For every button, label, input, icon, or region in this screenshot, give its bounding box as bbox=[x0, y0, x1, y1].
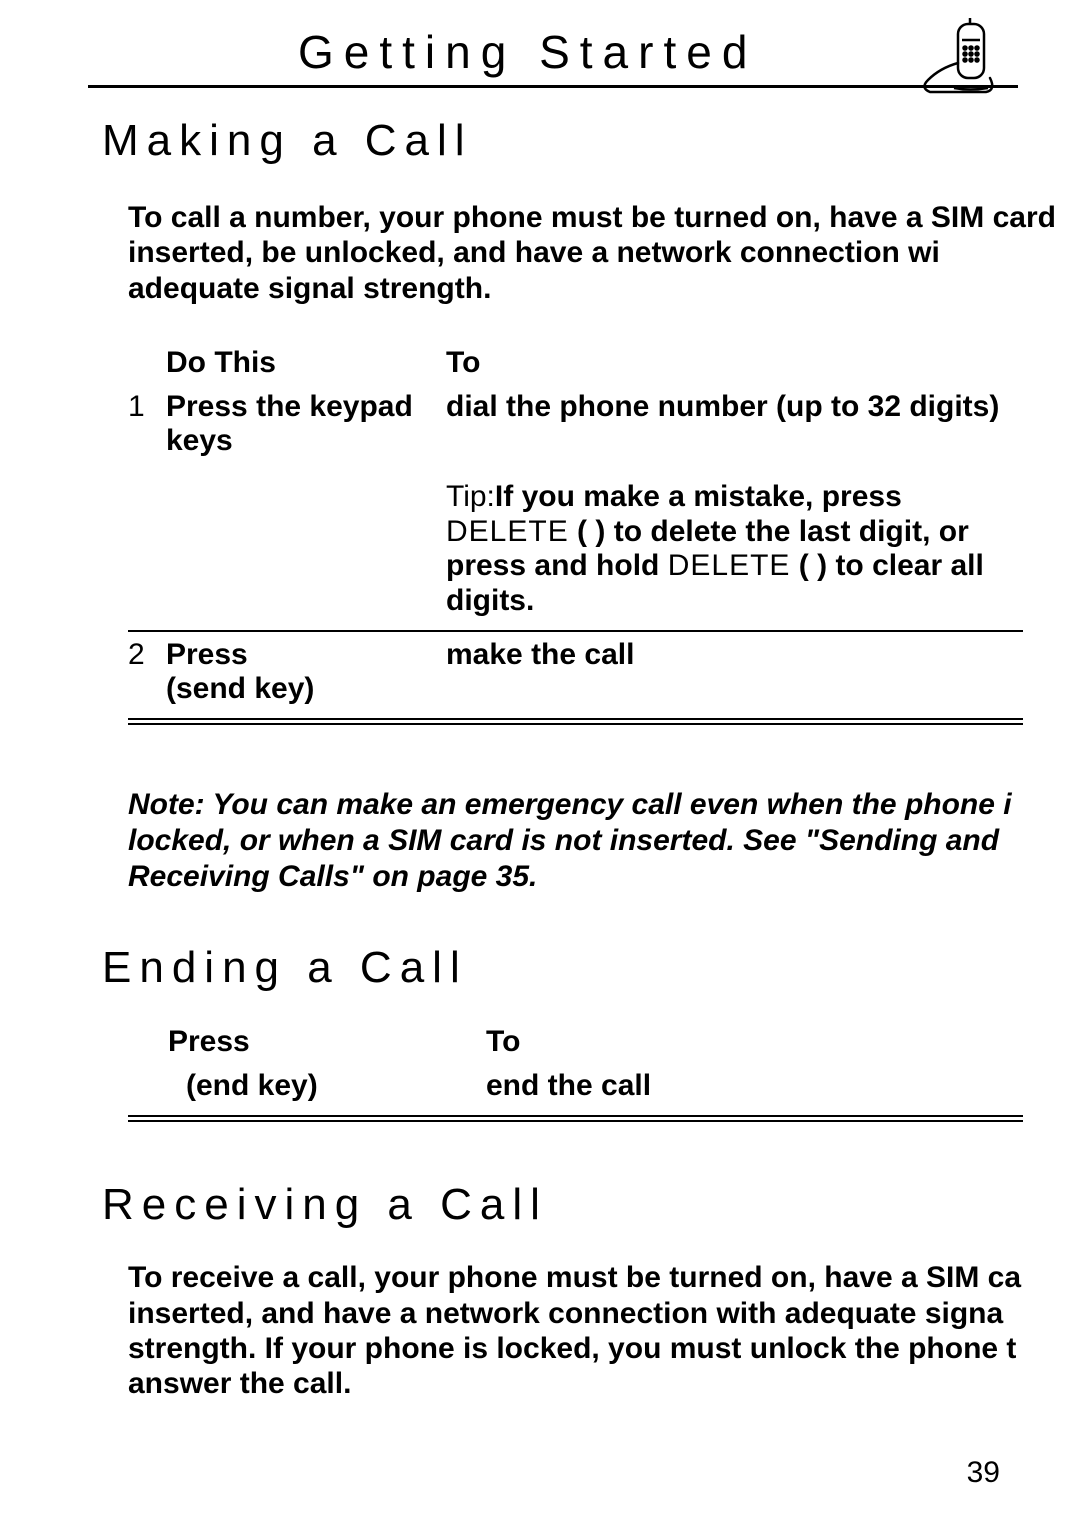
press-action: (end key) bbox=[128, 1069, 446, 1103]
step-action: Press (send key) bbox=[166, 638, 446, 706]
step-action: Press the keypad keys bbox=[166, 390, 446, 458]
receiving-call-intro: To receive a call, your phone must be tu… bbox=[128, 1260, 1058, 1402]
making-call-table: Do This To 1 Press the keypad keys dial … bbox=[128, 346, 1023, 725]
step-number: 1 bbox=[128, 390, 166, 458]
page-number: 39 bbox=[967, 1456, 1000, 1490]
table-row: 1 Press the keypad keys dial the phone n… bbox=[128, 384, 1023, 464]
step-number: 2 bbox=[128, 638, 166, 706]
table-head-press: Press bbox=[128, 1025, 446, 1059]
table-end-rule bbox=[128, 718, 1023, 725]
table-header-row: Do This To bbox=[128, 346, 1023, 384]
section-title-receiving-call: Receiving a Call bbox=[102, 1180, 1080, 1230]
section-title-ending-call: Ending a Call bbox=[102, 943, 1080, 993]
chapter-header: Getting Started bbox=[88, 25, 1018, 88]
making-call-intro: To call a number, your phone must be tur… bbox=[128, 200, 1058, 306]
table-row: (end key) end the call bbox=[128, 1063, 1023, 1109]
table-head-to: To bbox=[446, 346, 1023, 380]
table-head-to: To bbox=[446, 1025, 1023, 1059]
press-result: end the call bbox=[446, 1069, 1023, 1103]
table-head-do: Do This bbox=[166, 346, 446, 380]
step-result: make the call bbox=[446, 638, 1023, 706]
table-header-row: Press To bbox=[128, 1025, 1023, 1063]
making-call-note: Note: You can make an emergency call eve… bbox=[128, 787, 1063, 895]
table-end-rule bbox=[128, 1115, 1023, 1122]
ending-call-table: Press To (end key) end the call bbox=[128, 1025, 1023, 1122]
table-row-tip: Tip:If you make a mistake, press DELETE … bbox=[128, 464, 1023, 624]
table-row: 2 Press (send key) make the call bbox=[128, 632, 1023, 712]
step-result: dial the phone number (up to 32 digits) bbox=[446, 390, 1023, 458]
chapter-title: Getting Started bbox=[298, 25, 757, 79]
section-title-making-call: Making a Call bbox=[102, 116, 1080, 166]
phone-hand-icon bbox=[910, 18, 1005, 118]
tip-text: Tip:If you make a mistake, press DELETE … bbox=[446, 470, 1023, 618]
